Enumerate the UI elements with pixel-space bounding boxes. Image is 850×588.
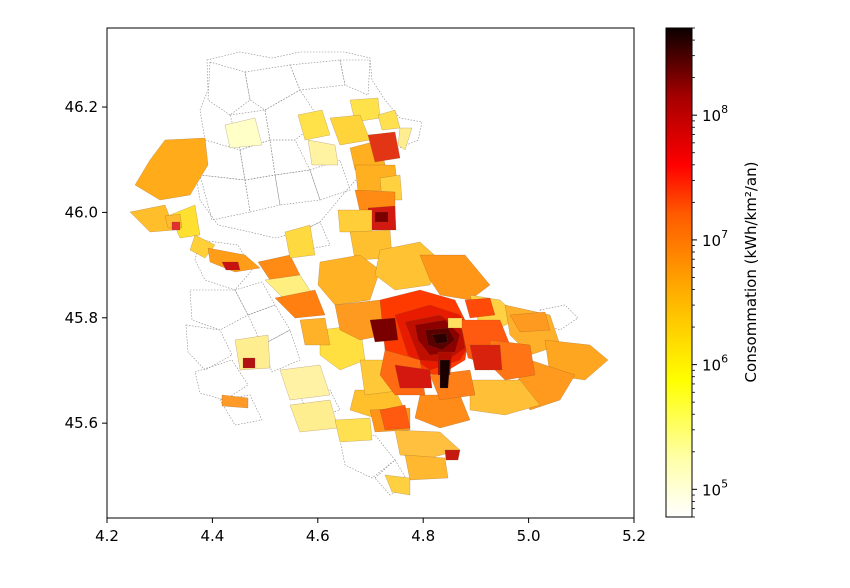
colorbar-frame [665,27,693,518]
colored-communes [129,97,609,496]
x-tick-label: 4.2 [95,527,119,545]
plot-frame [106,27,635,519]
y-tick-label: 46.0 [65,203,98,221]
colorbar-tick-label: 106 [702,353,728,375]
colorbar: 105 106 107 108 Consommation (kWh/km²/an) [665,27,760,518]
colorbar-tick-label: 105 [702,477,728,499]
x-tick-label: 5.0 [517,527,541,545]
y-tick-label: 46.2 [65,98,98,116]
colorbar-ticks: 105 106 107 108 [692,27,728,518]
x-tick-label: 4.6 [306,527,330,545]
x-tick-label: 4.8 [411,527,435,545]
x-tick-label: 4.4 [200,527,224,545]
x-axis: 4.2 4.4 4.6 4.8 5.0 5.2 [95,518,646,545]
y-axis: 45.6 45.8 46.0 46.2 [65,98,107,432]
colorbar-label: Consommation (kWh/km²/an) [742,162,760,383]
colorbar-gradient [666,28,692,517]
colorbar-tick-label: 108 [702,103,728,125]
map-layer [129,51,609,496]
y-tick-label: 45.6 [65,414,98,432]
x-tick-label: 5.2 [622,527,646,545]
colorbar-tick-label: 107 [702,228,728,250]
y-tick-label: 45.8 [65,309,98,327]
